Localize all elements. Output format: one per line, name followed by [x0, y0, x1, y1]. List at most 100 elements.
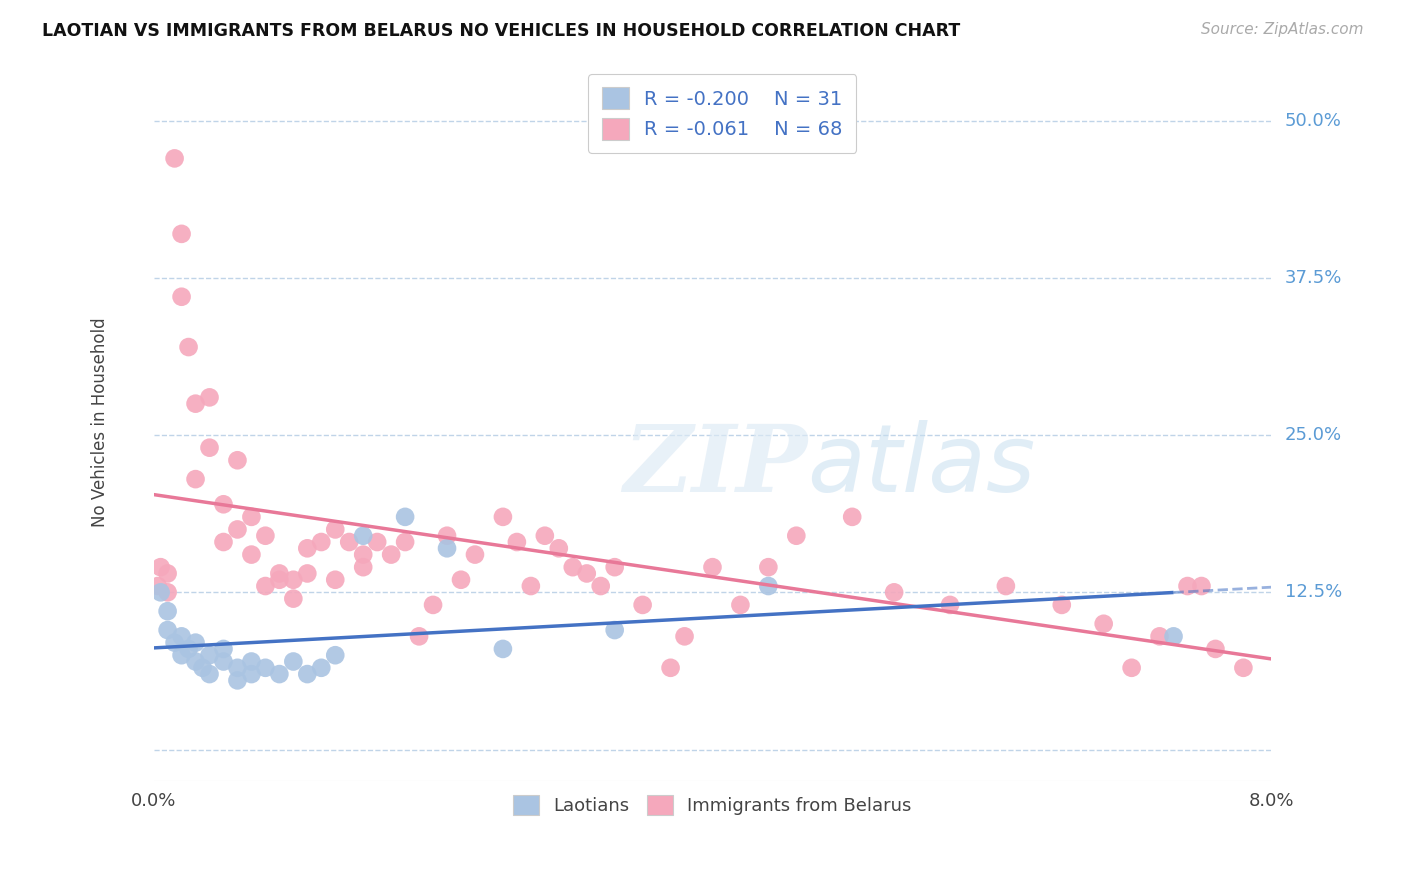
Point	[352, 529, 374, 543]
Text: 37.5%: 37.5%	[1285, 268, 1343, 287]
Point	[883, 585, 905, 599]
Point	[492, 641, 515, 656]
Point	[589, 579, 612, 593]
Point	[547, 541, 569, 556]
Point	[297, 667, 319, 681]
Point	[603, 623, 626, 637]
Point	[785, 529, 807, 543]
Point	[506, 535, 529, 549]
Point	[311, 661, 333, 675]
Point	[254, 579, 277, 593]
Text: atlas: atlas	[807, 420, 1036, 511]
Point	[939, 598, 962, 612]
Point	[269, 566, 291, 581]
Text: 12.5%: 12.5%	[1285, 583, 1341, 601]
Point	[198, 667, 221, 681]
Point	[146, 579, 169, 593]
Point	[212, 497, 235, 511]
Point	[297, 541, 319, 556]
Point	[323, 523, 346, 537]
Point	[156, 585, 179, 599]
Point	[323, 648, 346, 663]
Point	[631, 598, 654, 612]
Point	[191, 661, 214, 675]
Point	[702, 560, 724, 574]
Point	[177, 641, 200, 656]
Point	[659, 661, 682, 675]
Point	[170, 648, 193, 663]
Point	[1232, 661, 1254, 675]
Point	[226, 673, 249, 688]
Point	[756, 579, 779, 593]
Point	[198, 441, 221, 455]
Point	[337, 535, 360, 549]
Point	[163, 152, 186, 166]
Point	[149, 585, 172, 599]
Point	[1204, 641, 1226, 656]
Point	[575, 566, 598, 581]
Text: 25.0%: 25.0%	[1285, 426, 1341, 444]
Point	[198, 390, 221, 404]
Point	[1121, 661, 1143, 675]
Point	[170, 227, 193, 241]
Point	[323, 573, 346, 587]
Point	[156, 604, 179, 618]
Point	[464, 548, 486, 562]
Point	[352, 548, 374, 562]
Point	[366, 535, 388, 549]
Point	[1163, 629, 1185, 643]
Point	[198, 648, 221, 663]
Point	[212, 641, 235, 656]
Point	[1050, 598, 1073, 612]
Point	[561, 560, 583, 574]
Text: Source: ZipAtlas.com: Source: ZipAtlas.com	[1201, 22, 1364, 37]
Point	[603, 560, 626, 574]
Point	[170, 290, 193, 304]
Point	[269, 573, 291, 587]
Point	[240, 667, 263, 681]
Point	[1177, 579, 1199, 593]
Point	[163, 635, 186, 649]
Point	[311, 535, 333, 549]
Point	[184, 635, 207, 649]
Point	[283, 573, 305, 587]
Text: LAOTIAN VS IMMIGRANTS FROM BELARUS NO VEHICLES IN HOUSEHOLD CORRELATION CHART: LAOTIAN VS IMMIGRANTS FROM BELARUS NO VE…	[42, 22, 960, 40]
Point	[841, 509, 863, 524]
Legend: Laotians, Immigrants from Belarus: Laotians, Immigrants from Belarus	[503, 784, 922, 826]
Point	[422, 598, 444, 612]
Point	[170, 629, 193, 643]
Point	[394, 535, 416, 549]
Point	[240, 548, 263, 562]
Point	[226, 523, 249, 537]
Point	[297, 566, 319, 581]
Point	[226, 661, 249, 675]
Point	[436, 529, 458, 543]
Point	[156, 566, 179, 581]
Point	[149, 560, 172, 574]
Point	[269, 667, 291, 681]
Point	[730, 598, 752, 612]
Point	[240, 509, 263, 524]
Point	[520, 579, 543, 593]
Point	[240, 655, 263, 669]
Point	[184, 397, 207, 411]
Point	[492, 509, 515, 524]
Point	[177, 340, 200, 354]
Text: 50.0%: 50.0%	[1285, 112, 1341, 129]
Point	[756, 560, 779, 574]
Point	[283, 655, 305, 669]
Point	[184, 472, 207, 486]
Point	[380, 548, 402, 562]
Point	[352, 560, 374, 574]
Point	[212, 655, 235, 669]
Point	[156, 623, 179, 637]
Point	[534, 529, 557, 543]
Point	[394, 509, 416, 524]
Point	[1092, 616, 1115, 631]
Point	[212, 535, 235, 549]
Point	[226, 453, 249, 467]
Point	[283, 591, 305, 606]
Point	[184, 655, 207, 669]
Text: No Vehicles in Household: No Vehicles in Household	[91, 318, 110, 527]
Point	[254, 529, 277, 543]
